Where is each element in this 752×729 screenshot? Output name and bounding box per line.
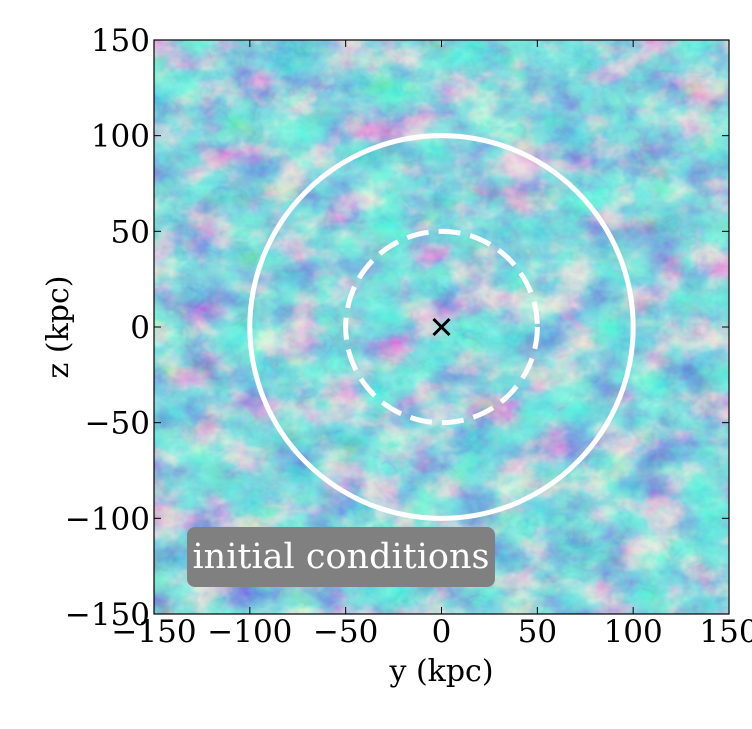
axes: −150 −100 −50 0 50 100 150 −150 −100 −50 0 50 100 150…: [41, 23, 752, 689]
y-tick-label: −50: [85, 406, 150, 442]
y-tick-label: 100: [91, 119, 150, 155]
y-tick-label: 50: [111, 214, 150, 250]
x-tick-label: 100: [604, 614, 663, 650]
x-tick-label: −100: [207, 614, 292, 650]
annotation-background: [187, 527, 495, 587]
circle-r100-solid: [247, 133, 636, 521]
annotation-box: initial conditions: [187, 527, 495, 587]
y-axis-label: z (kpc): [41, 276, 76, 379]
center-marker: [432, 317, 451, 337]
y-tick-label: 0: [130, 310, 150, 346]
circle-r50-dashed: [343, 228, 540, 426]
y-tick-label: 150: [91, 23, 150, 59]
x-tick-label: 50: [518, 614, 557, 650]
y-tick-label: −100: [65, 501, 150, 537]
x-tick-label: 0: [432, 614, 452, 650]
x-tick-label: −50: [313, 614, 378, 650]
x-axis-label: y (kpc): [388, 654, 493, 689]
x-tick-label: −150: [111, 614, 196, 650]
annotation-text: initial conditions: [192, 537, 489, 577]
overlays: initial conditions: [187, 133, 636, 587]
x-tick-label: 150: [699, 614, 752, 650]
y-tick-label: −150: [65, 597, 150, 633]
